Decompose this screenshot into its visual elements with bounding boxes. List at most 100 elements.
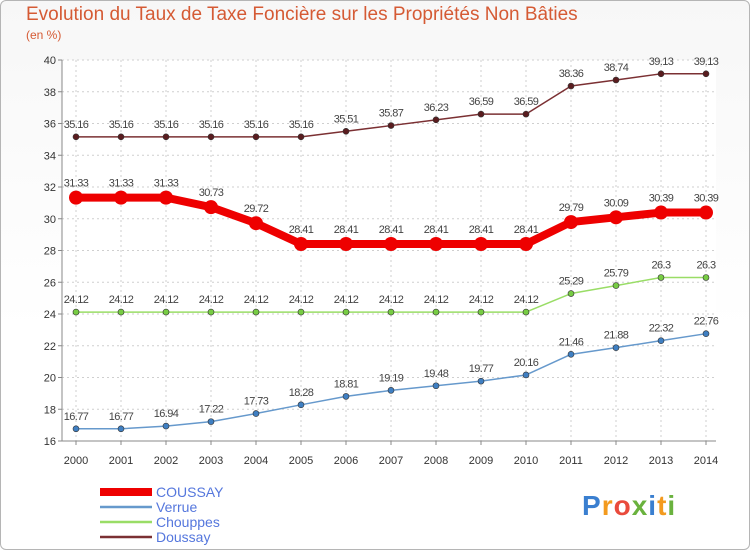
y-tick-label: 30 (44, 214, 56, 226)
data-label: 29.72 (244, 203, 269, 215)
data-label: 25.29 (559, 276, 584, 288)
data-label: 35.16 (199, 119, 224, 131)
data-point (207, 308, 215, 316)
data-label: 16.94 (154, 408, 179, 420)
data-label: 36.59 (469, 96, 494, 108)
x-tick-label: 2007 (379, 455, 403, 467)
data-point (657, 274, 665, 281)
legend-label-coussay: COUSSAY (156, 484, 224, 500)
data-label: 38.36 (559, 68, 584, 80)
x-tick-label: 2001 (109, 455, 133, 467)
y-tick-label: 28 (44, 246, 56, 258)
data-label: 35.16 (289, 119, 314, 131)
data-label: 35.16 (64, 119, 89, 131)
data-label: 39.13 (649, 56, 674, 68)
data-point (387, 387, 395, 394)
data-label: 19.48 (424, 368, 449, 380)
data-point (657, 70, 665, 78)
data-label: 28.41 (379, 224, 404, 236)
data-label: 18.81 (334, 378, 359, 390)
data-point (702, 274, 710, 281)
data-point (252, 410, 260, 417)
data-label: 24.12 (154, 294, 179, 306)
data-point (252, 308, 260, 316)
x-tick-label: 2000 (64, 455, 88, 467)
data-label: 39.13 (694, 56, 719, 68)
data-point (297, 401, 305, 409)
y-tick-label: 36 (44, 119, 56, 131)
data-label: 22.32 (649, 323, 674, 335)
y-axis-unit-label: (en %) (26, 28, 62, 42)
logo-letter: i (667, 490, 677, 521)
data-point (297, 308, 305, 316)
data-point (339, 236, 353, 251)
data-point (204, 200, 218, 215)
data-point (567, 82, 575, 90)
data-point (609, 210, 623, 225)
x-tick-label: 2002 (154, 455, 178, 467)
logo-letter: P (582, 490, 602, 521)
x-tick-label: 2003 (199, 455, 223, 467)
data-label: 35.16 (244, 119, 269, 131)
data-point (699, 205, 713, 220)
data-point (477, 110, 485, 118)
x-tick-label: 2012 (604, 455, 628, 467)
data-point (162, 308, 170, 316)
x-tick-label: 2014 (694, 455, 718, 467)
data-point (702, 70, 710, 78)
data-label: 24.12 (424, 294, 449, 306)
y-tick-label: 26 (44, 277, 56, 289)
x-tick-label: 2004 (244, 455, 268, 467)
data-point (429, 236, 443, 251)
data-point (387, 308, 395, 316)
legend-label-doussay: Doussay (156, 529, 210, 545)
data-point (432, 308, 440, 316)
y-tick-label: 40 (44, 55, 56, 67)
data-point (612, 344, 620, 351)
data-label: 22.76 (694, 316, 719, 328)
data-point (69, 190, 83, 205)
data-point (657, 337, 665, 344)
data-label: 20.16 (514, 357, 539, 369)
data-label: 28.41 (334, 224, 359, 236)
data-label: 38.74 (604, 62, 629, 74)
data-point (567, 351, 575, 358)
data-label: 24.12 (469, 294, 494, 306)
data-point (252, 133, 260, 141)
data-point (117, 133, 125, 141)
data-label: 35.51 (334, 113, 359, 125)
data-label: 25.79 (604, 268, 629, 280)
data-label: 28.41 (469, 224, 494, 236)
data-point (477, 377, 485, 385)
x-tick-label: 2011 (559, 455, 583, 467)
chart-title: Evolution du Taux de Taxe Foncière sur l… (26, 4, 578, 25)
x-tick-label: 2013 (649, 455, 673, 467)
x-tick-label: 2006 (334, 455, 358, 467)
x-tick-label: 2005 (289, 455, 313, 467)
y-tick-label: 20 (44, 373, 56, 385)
y-tick-label: 22 (44, 341, 56, 353)
data-point (519, 236, 533, 251)
data-label: 17.73 (244, 396, 269, 408)
data-point (477, 308, 485, 316)
data-label: 16.77 (64, 411, 89, 423)
logo-letter: r (601, 490, 614, 521)
data-point (207, 133, 215, 141)
data-point (72, 425, 80, 433)
x-tick-label: 2010 (514, 455, 538, 467)
data-label: 28.41 (424, 224, 449, 236)
data-label: 21.46 (559, 336, 584, 348)
data-point (432, 116, 440, 124)
data-label: 29.79 (559, 202, 584, 214)
data-point (702, 330, 710, 337)
data-label: 30.39 (649, 193, 674, 205)
data-label: 24.12 (199, 294, 224, 306)
data-label: 19.19 (379, 372, 404, 384)
data-label: 26.3 (696, 259, 715, 271)
y-tick-label: 18 (44, 404, 56, 416)
data-label: 35.87 (379, 108, 404, 120)
data-label: 16.77 (109, 411, 134, 423)
data-label: 28.41 (514, 224, 539, 236)
data-label: 28.41 (289, 224, 314, 236)
